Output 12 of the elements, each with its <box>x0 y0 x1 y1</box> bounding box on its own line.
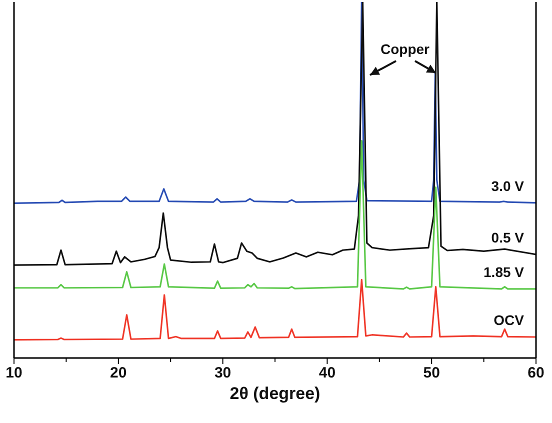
x-tick-label: 40 <box>318 364 336 382</box>
x-tick-label: 50 <box>423 364 440 382</box>
x-tick-label: 20 <box>110 364 127 382</box>
x-tick-label: 10 <box>6 364 22 382</box>
series-label: OCV <box>494 312 525 328</box>
series-label: 3.0 V <box>491 178 525 194</box>
series-label: 1.85 V <box>484 264 525 280</box>
x-tick-label: 60 <box>528 364 544 382</box>
x-axis-title: 2θ (degree) <box>230 384 320 403</box>
series-label: 0.5 V <box>491 229 525 246</box>
x-tick-label: 30 <box>214 364 232 382</box>
annotation: Copper <box>380 41 430 57</box>
